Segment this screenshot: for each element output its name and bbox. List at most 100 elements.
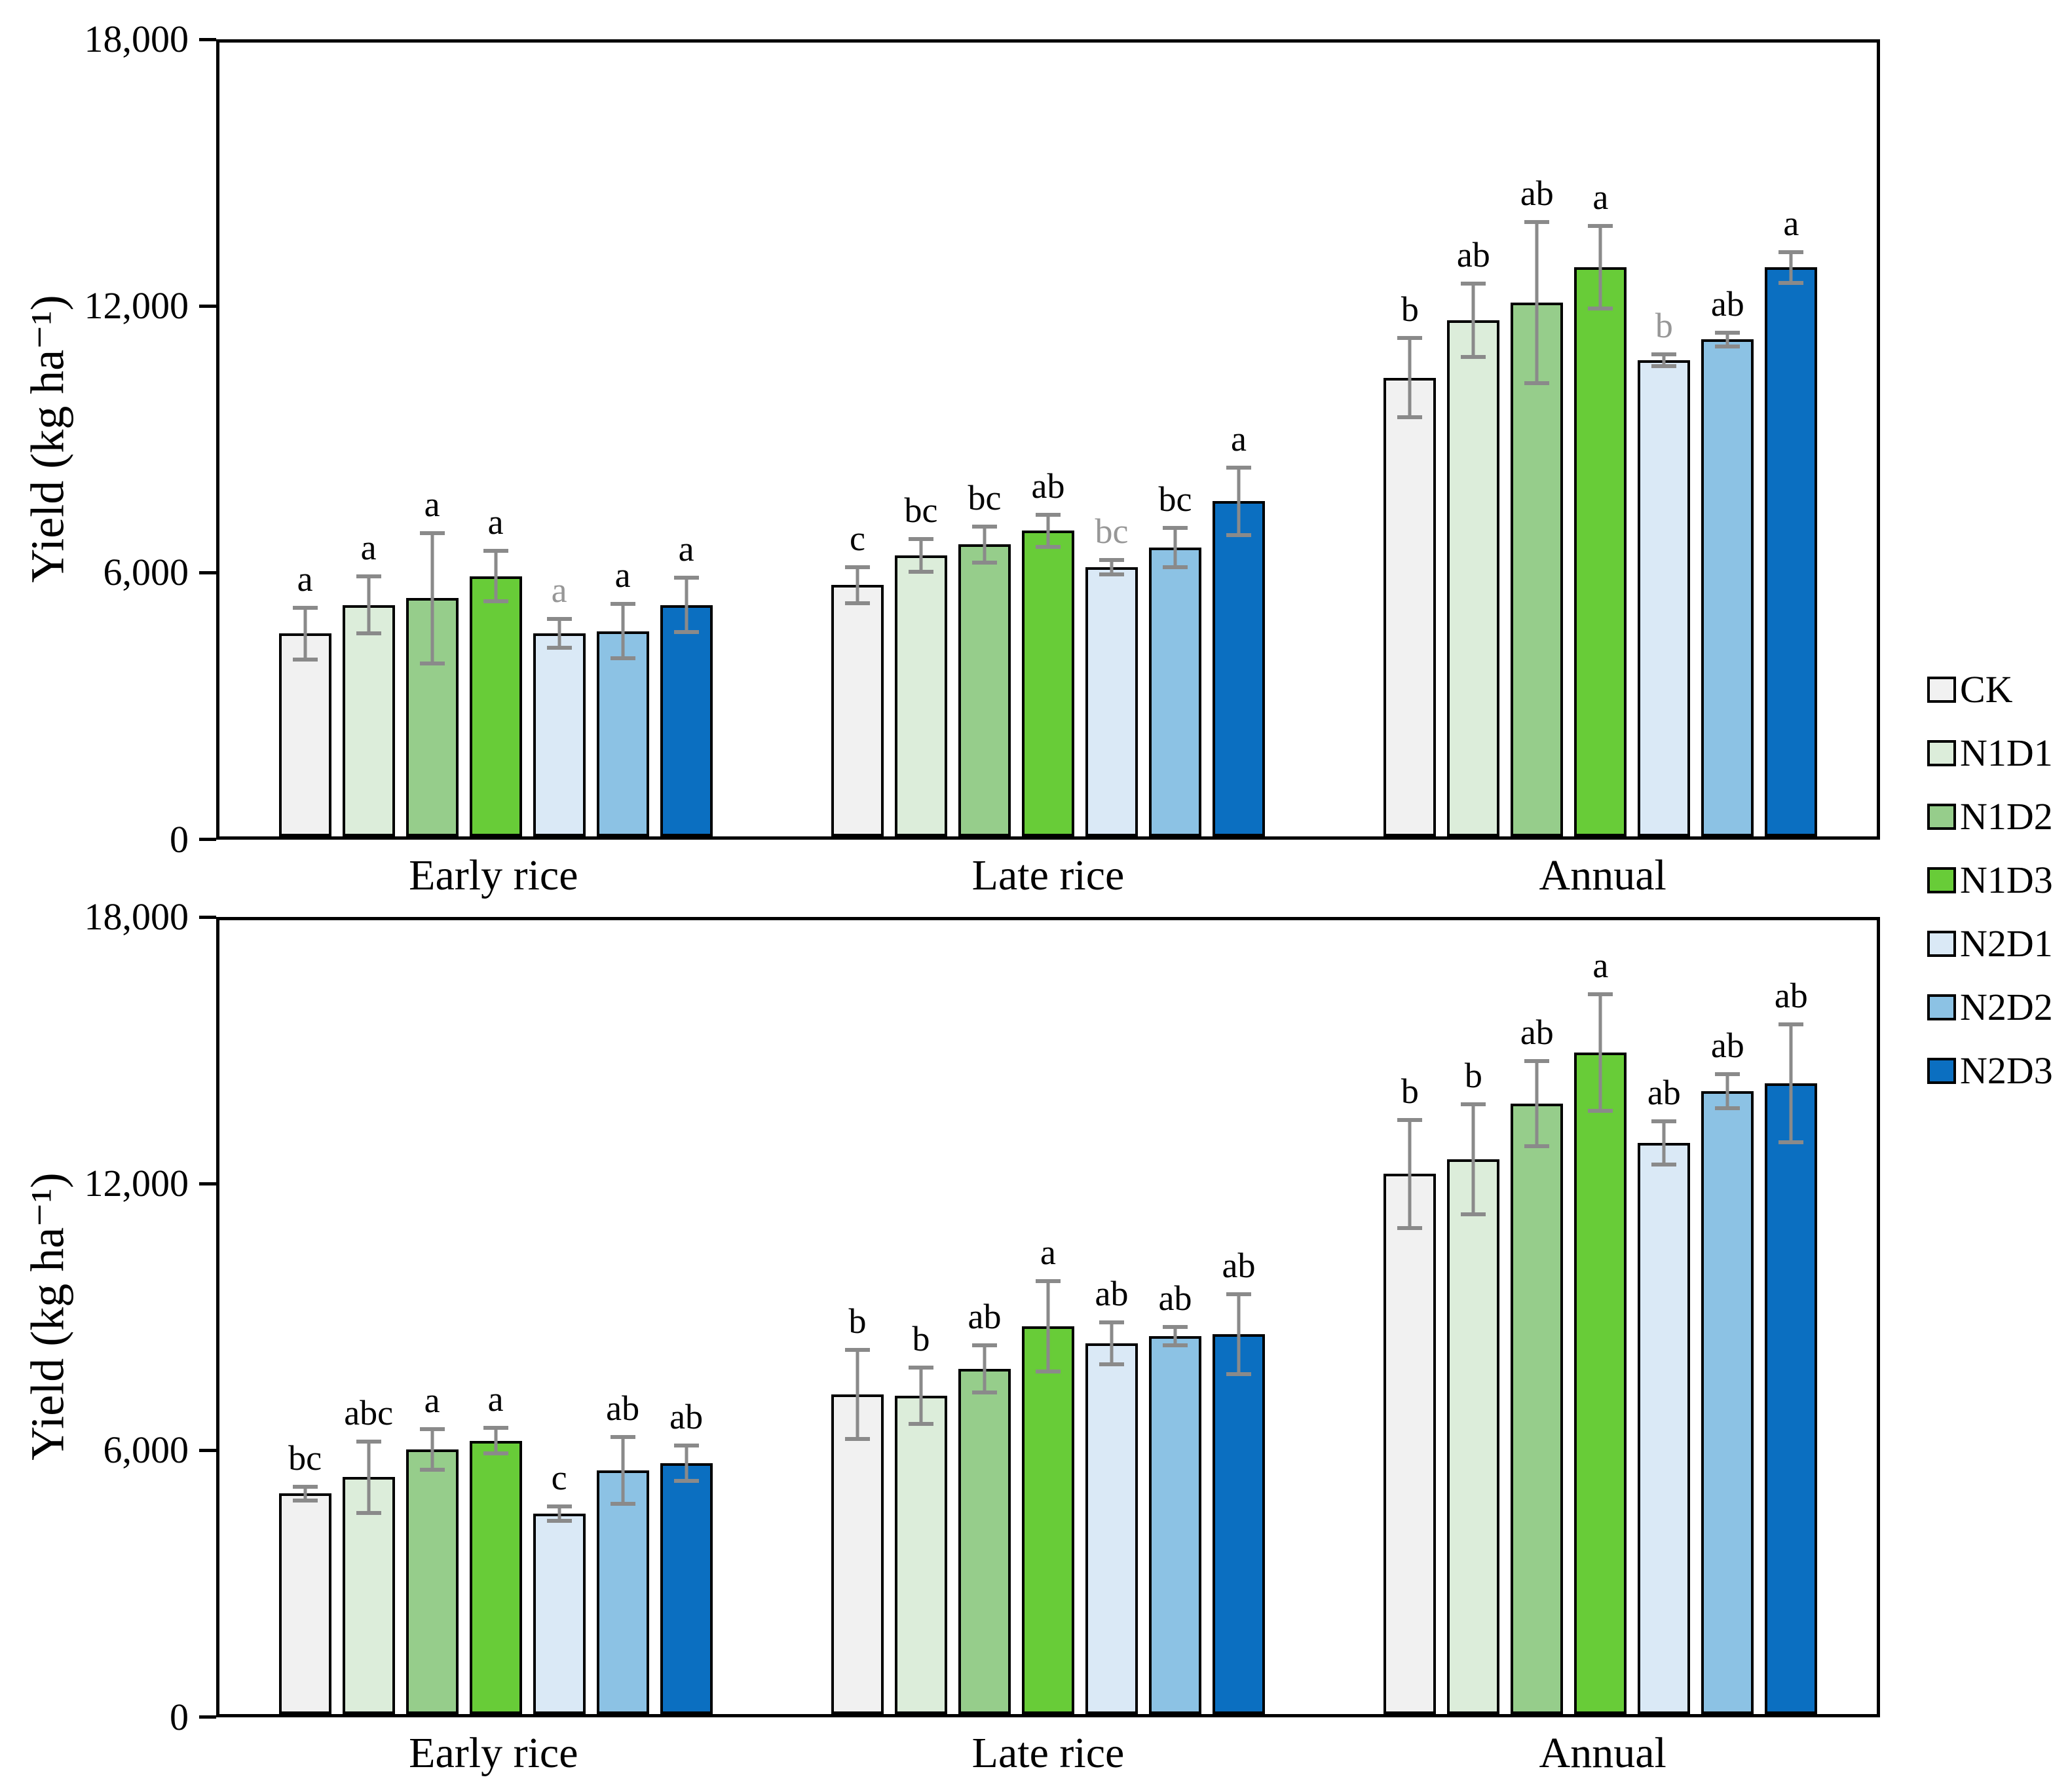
error-bar-cap-bottom [419, 1467, 445, 1472]
bar-group: b b ab a ab ab ab [1325, 920, 1877, 1714]
legend-swatch [1927, 677, 1956, 703]
bar-CK [1383, 1174, 1437, 1714]
significance-letter: a [424, 485, 440, 525]
error-bar-cap-bottom [1588, 1109, 1613, 1113]
bar-slot-N2D1: a [533, 43, 586, 836]
bar-slot-N2D1: ab [1638, 920, 1691, 1714]
tick-mark [199, 571, 216, 574]
bar-slot-N1D1: bc [894, 43, 947, 836]
significance-letter: ab [1031, 466, 1065, 506]
error-bar-cap-top [1524, 220, 1550, 225]
bar-N2D2 [1148, 547, 1201, 836]
significance-letter: a [424, 1381, 440, 1421]
error-bar-cap-top [1524, 1059, 1550, 1064]
error-bar [430, 531, 434, 665]
error-bar-cap-top [356, 1440, 381, 1444]
error-bar [430, 1427, 434, 1472]
bar-N2D2 [1701, 1091, 1754, 1714]
bar-slot-N2D2: ab [596, 920, 649, 1714]
error-bar [1237, 1292, 1241, 1377]
error-bar-cap-top [1099, 1320, 1124, 1325]
legend-item-N1D1: N1D1 [1927, 733, 2053, 774]
significance-letter: ab [1520, 1013, 1554, 1053]
error-bar-cap-top [419, 1427, 445, 1432]
bar-slot-CK: a [278, 43, 331, 836]
error-bar [1789, 1022, 1793, 1145]
significance-letter: b [1655, 305, 1673, 345]
bar-slot-N2D2: ab [1148, 920, 1201, 1714]
bar-N1D3 [1021, 531, 1074, 836]
error-bar-cap-top [546, 617, 572, 622]
error-bar [303, 1484, 307, 1503]
error-bar-cap-bottom [292, 1498, 318, 1503]
error-bar-cap-bottom [610, 656, 635, 661]
error-bar-cap-top [844, 565, 870, 569]
error-bar-cap-top [1035, 512, 1061, 517]
bar-CK [831, 1394, 884, 1714]
error-bar-cap-top [908, 536, 933, 541]
bar-N1D1 [894, 555, 947, 836]
bar-N2D2 [1701, 339, 1754, 836]
tick-label: 18,000 [84, 18, 189, 60]
error-bar-cap-bottom [483, 1451, 508, 1456]
significance-letter: a [360, 528, 377, 568]
significance-letter: ab [1222, 1246, 1256, 1286]
error-bar-cap-top [1035, 1279, 1061, 1284]
bar-slot-N2D3: ab [660, 920, 713, 1714]
tick-mark [199, 38, 216, 41]
error-bar [1046, 1279, 1050, 1374]
bar-N2D3 [660, 1463, 713, 1714]
significance-letter: ab [1158, 1279, 1192, 1318]
error-bar-cap-top [1715, 1072, 1741, 1077]
legend-swatch [1927, 740, 1956, 766]
bar-slot-N2D3: a [1765, 43, 1818, 836]
bar-N1D2 [405, 1449, 459, 1714]
error-bar [557, 617, 561, 650]
error-bar [856, 1348, 859, 1441]
significance-letter: b [1401, 1071, 1419, 1111]
error-bar [1789, 250, 1793, 285]
error-bar [367, 574, 371, 635]
significance-letter: ab [1710, 284, 1744, 324]
error-bar-cap-bottom [292, 657, 318, 662]
legend-label: N2D1 [1960, 922, 2053, 965]
bar-slot-N2D2: bc [1148, 43, 1201, 836]
bar-slot-N1D3: ab [1021, 43, 1074, 836]
error-bar-cap-top [844, 1348, 870, 1353]
error-bar [1471, 281, 1475, 360]
bar-slot-N2D3: a [1212, 43, 1265, 836]
error-bar-cap-bottom [1397, 415, 1423, 420]
tick-label: 0 [170, 1696, 189, 1738]
error-bar [1535, 220, 1539, 386]
bar-N2D1 [533, 1513, 586, 1714]
error-bar-cap-bottom [908, 570, 933, 574]
bar-CK [831, 585, 884, 836]
error-bar [494, 549, 498, 604]
bar-N2D1 [1085, 567, 1138, 836]
significance-letter: ab [1456, 234, 1490, 274]
tick-label: 12,000 [84, 1162, 189, 1204]
legend-label: N1D2 [1960, 795, 2053, 838]
error-bar [1598, 992, 1602, 1113]
tick-label: 6,000 [103, 1428, 189, 1471]
error-bar-cap-bottom [610, 1502, 635, 1506]
significance-letter: bc [904, 490, 938, 530]
bar-N2D2 [1148, 1335, 1201, 1714]
category-label: Late rice [971, 851, 1125, 899]
error-bar [856, 565, 859, 605]
bar-slot-N1D1: ab [1447, 43, 1500, 836]
error-bar-cap-top [292, 1484, 318, 1489]
bar-N2D1 [1638, 360, 1691, 836]
bar-slot-N2D2: ab [1701, 43, 1754, 836]
error-bar-cap-bottom [483, 599, 508, 604]
plot-area-top: a a a a a a a c bc bc ab bc bc a b ab ab a b ab a [216, 39, 1880, 840]
bar-slot-CK: b [1383, 920, 1437, 1714]
error-bar-cap-bottom [1397, 1225, 1423, 1230]
error-bar [983, 1343, 987, 1394]
error-bar-cap-bottom [1651, 364, 1677, 368]
legend-item-N2D3: N2D3 [1927, 1051, 2053, 1091]
bar-group: bc abc a a c ab ab [219, 920, 772, 1714]
error-bar-cap-bottom [1778, 1140, 1804, 1145]
error-bar [1535, 1059, 1539, 1149]
legend-label: CK [1960, 668, 2013, 711]
